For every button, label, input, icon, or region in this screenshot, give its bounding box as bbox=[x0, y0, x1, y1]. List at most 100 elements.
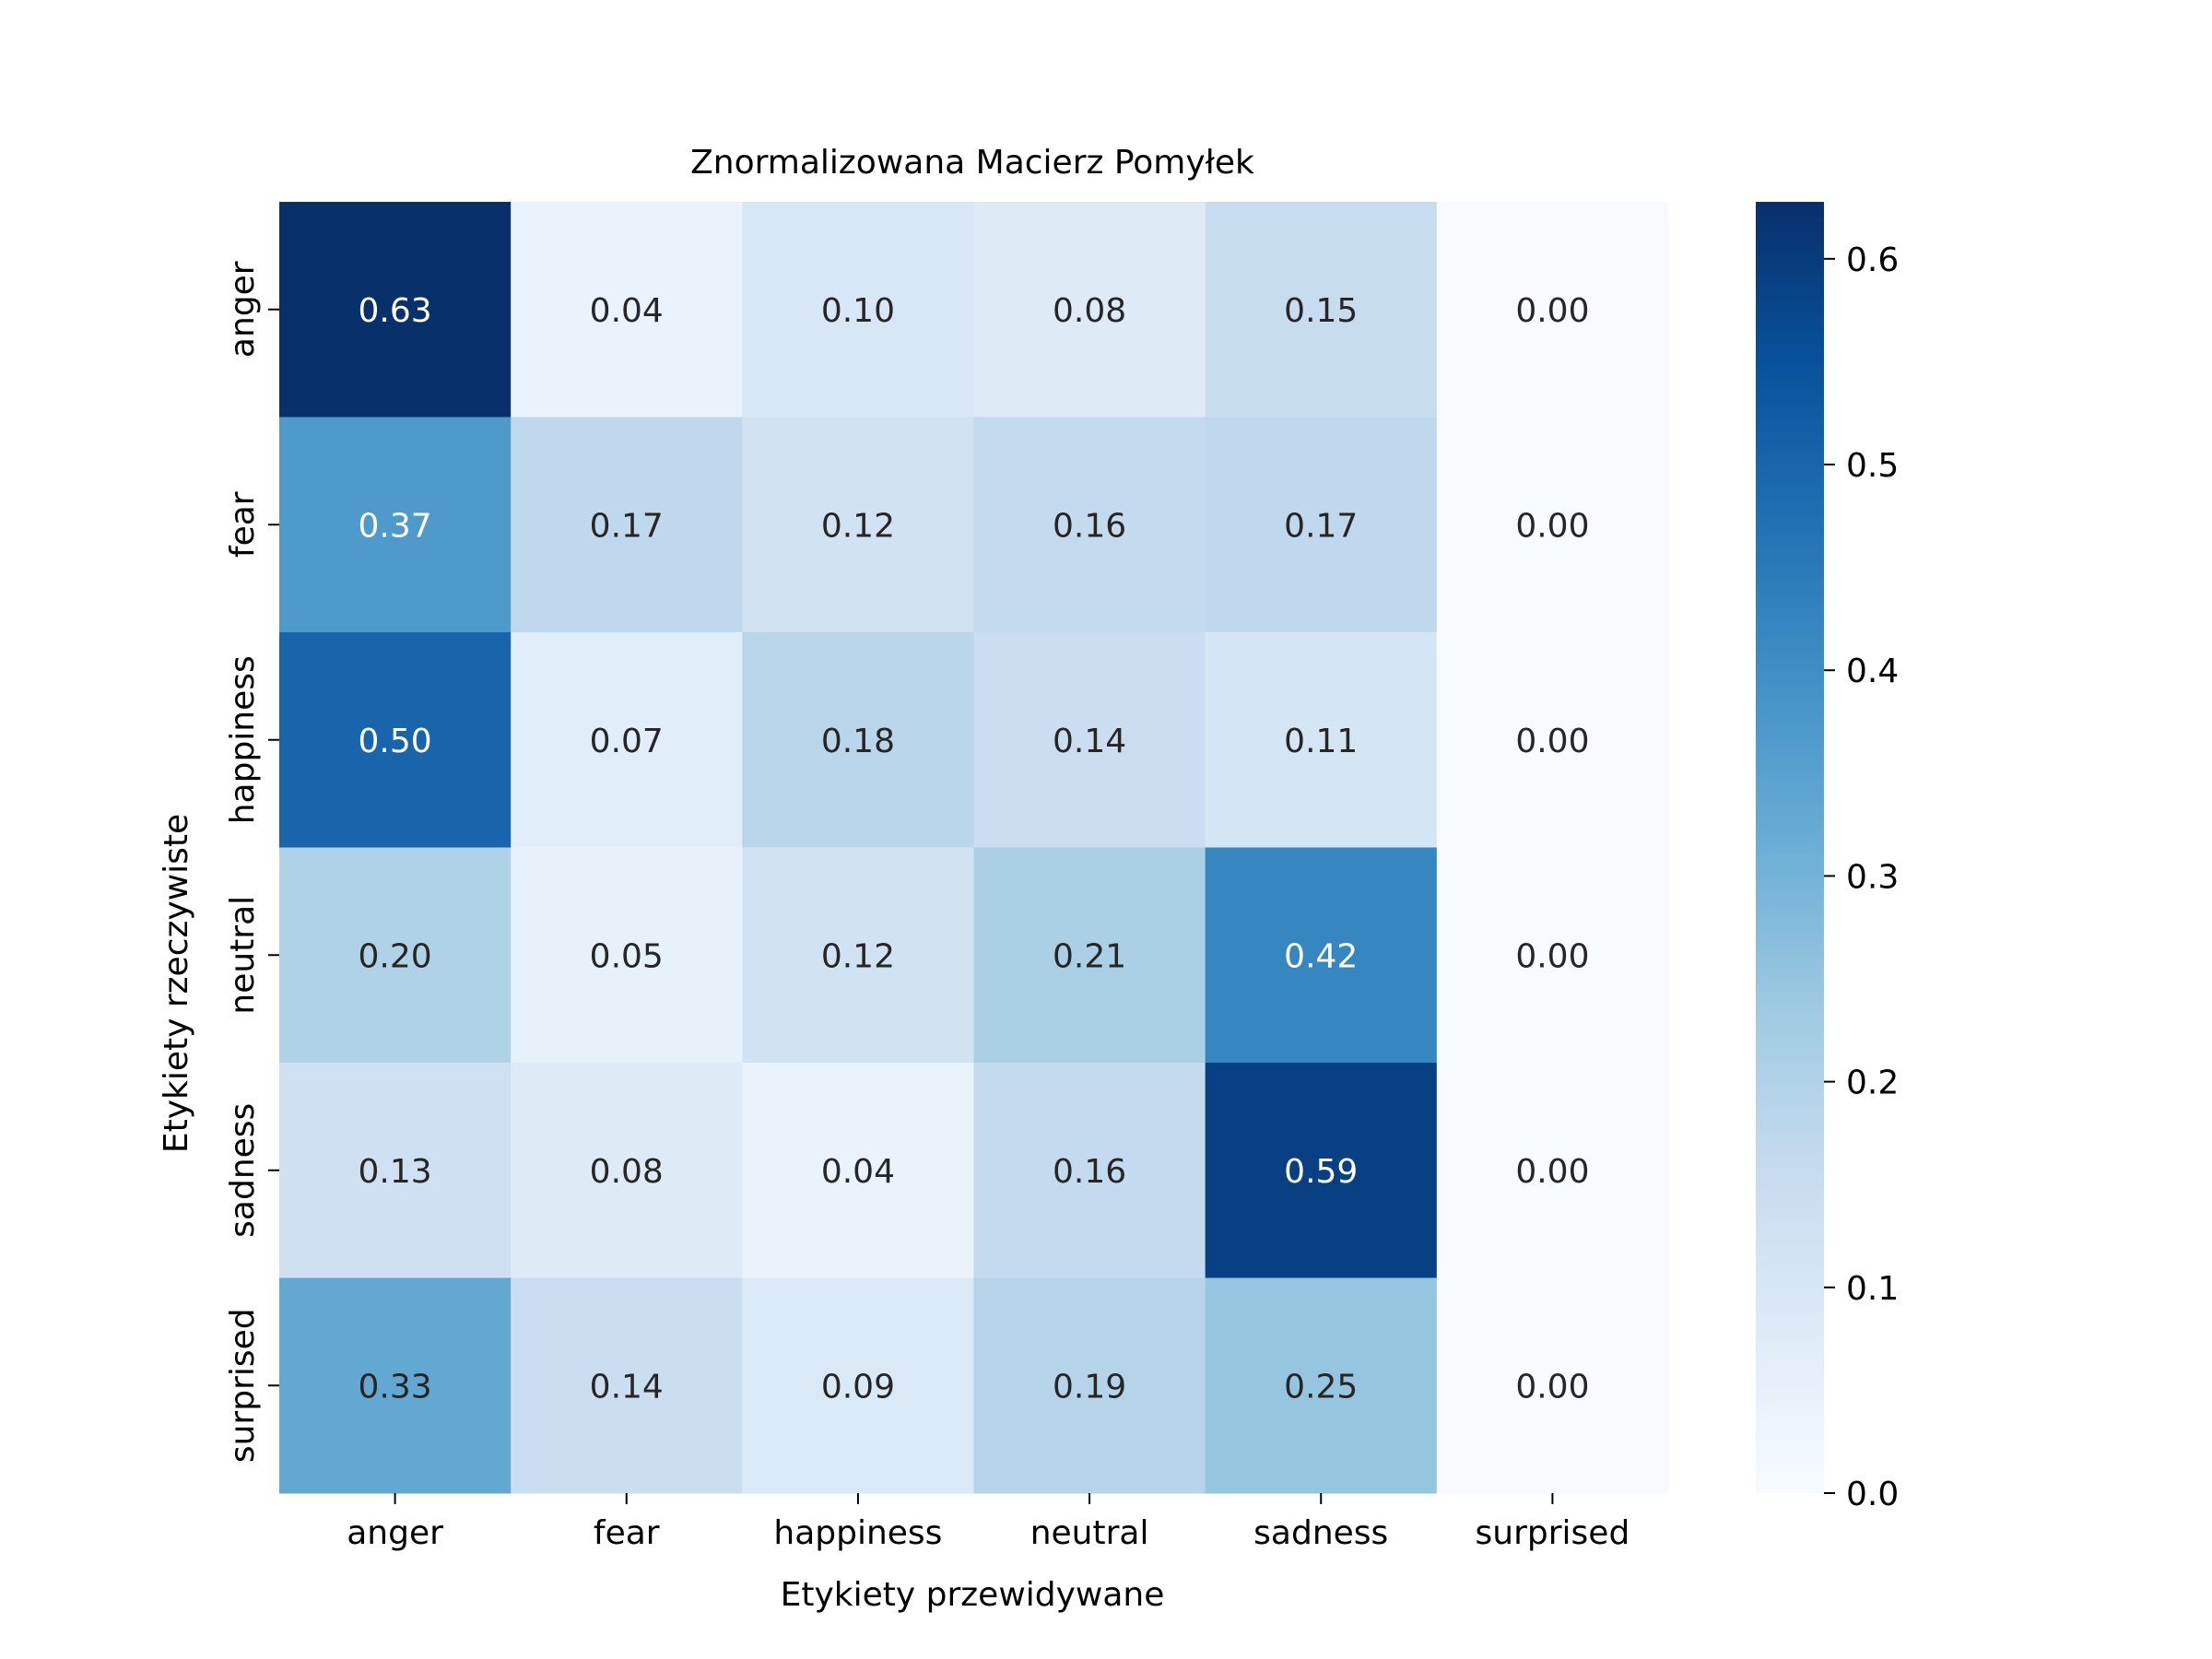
heatmap-cell bbox=[973, 847, 1206, 1064]
cell-value-label: 0.37 bbox=[359, 507, 432, 545]
chart-title: Znormalizowana Macierz Pomyłek bbox=[690, 144, 1254, 182]
cell-value-label: 0.17 bbox=[590, 507, 664, 545]
x-tick-label: anger bbox=[347, 1514, 443, 1552]
cell-value-label: 0.12 bbox=[821, 507, 895, 545]
y-axis: anger fear happiness neutral sadness surprise… bbox=[224, 261, 279, 1463]
cell-value-label: 0.04 bbox=[821, 1153, 895, 1191]
y-axis-label: Etykiety rzeczywiste bbox=[158, 814, 195, 1153]
x-axis: anger fear happiness neutral sadness surprise… bbox=[347, 1493, 1630, 1552]
colorbar-tick-label: 0.2 bbox=[1846, 1065, 1899, 1102]
cell-value-label: 0.25 bbox=[1284, 1368, 1358, 1406]
heatmap-cell bbox=[1436, 417, 1669, 633]
cell-value-label: 0.00 bbox=[1515, 292, 1589, 330]
heatmap-cell bbox=[1205, 202, 1438, 418]
heatmap-cell bbox=[742, 1063, 974, 1278]
cell-value-label: 0.50 bbox=[359, 723, 432, 760]
heatmap-cell bbox=[511, 417, 743, 633]
y-tick-label: neutral bbox=[224, 896, 262, 1015]
heatmap-cell bbox=[742, 202, 974, 418]
cell-value-label: 0.16 bbox=[1053, 1153, 1126, 1191]
heatmap-cell bbox=[279, 417, 512, 633]
cell-value-label: 0.17 bbox=[1284, 507, 1358, 545]
y-tick-label: fear bbox=[224, 491, 262, 558]
cell-value-label: 0.10 bbox=[821, 292, 895, 330]
heatmap-cell bbox=[511, 847, 743, 1064]
heatmap-cell bbox=[1205, 847, 1438, 1064]
cell-value-label: 0.00 bbox=[1515, 1368, 1589, 1406]
colorbar-tick-label: 0.1 bbox=[1846, 1270, 1899, 1308]
cell-value-label: 0.14 bbox=[1053, 723, 1126, 760]
heatmap-cell bbox=[1205, 632, 1438, 848]
cell-value-label: 0.19 bbox=[1053, 1368, 1126, 1406]
heatmap-cell bbox=[973, 417, 1206, 633]
heatmap-cell bbox=[742, 632, 974, 848]
heatmap-cell bbox=[1436, 1063, 1669, 1278]
colorbar-tick-label: 0.6 bbox=[1846, 241, 1899, 279]
y-tick-label: anger bbox=[224, 261, 262, 358]
x-tick-label: happiness bbox=[773, 1514, 942, 1552]
heatmap-cell bbox=[742, 1277, 974, 1494]
colorbar bbox=[1756, 202, 1824, 1493]
heatmap-cell bbox=[1436, 202, 1669, 418]
cell-value-label: 0.63 bbox=[359, 292, 432, 330]
heatmap-cell bbox=[1436, 847, 1669, 1064]
cell-value-label: 0.05 bbox=[590, 937, 664, 975]
cell-value-label: 0.09 bbox=[821, 1368, 895, 1406]
colorbar-tick-label: 0.3 bbox=[1846, 858, 1899, 896]
cell-value-label: 0.20 bbox=[359, 937, 432, 975]
cell-value-label: 0.08 bbox=[1053, 292, 1126, 330]
heatmap-cells bbox=[279, 202, 1669, 1494]
heatmap-cell bbox=[973, 1277, 1206, 1494]
heatmap-cell bbox=[511, 632, 743, 848]
x-axis-label: Etykiety przewidywane bbox=[781, 1576, 1165, 1614]
cell-value-label: 0.16 bbox=[1053, 507, 1126, 545]
heatmap-cell bbox=[279, 632, 512, 848]
y-tick-label: sadness bbox=[224, 1103, 262, 1238]
heatmap-cell bbox=[279, 1277, 512, 1494]
y-tick-label: surprised bbox=[224, 1308, 262, 1463]
heatmap-cell bbox=[1205, 1063, 1438, 1278]
cell-value-label: 0.15 bbox=[1284, 292, 1358, 330]
heatmap-cell bbox=[279, 1063, 512, 1278]
colorbar-tick-label: 0.0 bbox=[1846, 1476, 1899, 1513]
cell-value-label: 0.00 bbox=[1515, 937, 1589, 975]
cell-value-label: 0.14 bbox=[590, 1368, 664, 1406]
x-tick-label: fear bbox=[594, 1514, 660, 1552]
heatmap-cell bbox=[973, 202, 1206, 418]
cell-value-label: 0.04 bbox=[590, 292, 664, 330]
cell-value-label: 0.59 bbox=[1284, 1153, 1358, 1191]
heatmap-cell bbox=[1205, 417, 1438, 633]
heatmap-cell bbox=[511, 202, 743, 418]
colorbar-tick-label: 0.5 bbox=[1846, 447, 1899, 485]
cell-value-label: 0.12 bbox=[821, 937, 895, 975]
y-tick-label: happiness bbox=[224, 655, 262, 824]
cell-value-label: 0.00 bbox=[1515, 1153, 1589, 1191]
heatmap-cell bbox=[1205, 1277, 1438, 1494]
cell-value-label: 0.11 bbox=[1284, 723, 1358, 760]
cell-value-label: 0.13 bbox=[359, 1153, 432, 1191]
heatmap-cell bbox=[742, 417, 974, 633]
cell-value-label: 0.33 bbox=[359, 1368, 432, 1406]
heatmap-cell bbox=[279, 847, 512, 1064]
cell-value-label: 0.08 bbox=[590, 1153, 664, 1191]
heatmap-cell bbox=[973, 632, 1206, 848]
heatmap-cell bbox=[1436, 1277, 1669, 1494]
heatmap-cell bbox=[742, 847, 974, 1064]
colorbar-tick-label: 0.4 bbox=[1846, 653, 1899, 690]
heatmap-cell-labels: 0.63 0.04 0.10 0.08 0.15 0.00 0.37 0.17 0.12 0.16… bbox=[359, 292, 1590, 1406]
heatmap-cell bbox=[511, 1277, 743, 1494]
heatmap-cell bbox=[973, 1063, 1206, 1278]
heatmap-cell bbox=[279, 202, 512, 418]
heatmap-cell bbox=[511, 1063, 743, 1278]
cell-value-label: 0.00 bbox=[1515, 507, 1589, 545]
cell-value-label: 0.00 bbox=[1515, 723, 1589, 760]
x-tick-label: surprised bbox=[1476, 1514, 1630, 1552]
cell-value-label: 0.42 bbox=[1284, 937, 1358, 975]
heatmap-cell bbox=[1436, 632, 1669, 848]
cell-value-label: 0.18 bbox=[821, 723, 895, 760]
x-tick-label: sadness bbox=[1253, 1514, 1388, 1552]
colorbar-ticks: 0.0 0.1 0.2 0.3 0.4 0.5 0.6 bbox=[1824, 241, 1899, 1513]
cell-value-label: 0.07 bbox=[590, 723, 664, 760]
cell-value-label: 0.21 bbox=[1053, 937, 1126, 975]
